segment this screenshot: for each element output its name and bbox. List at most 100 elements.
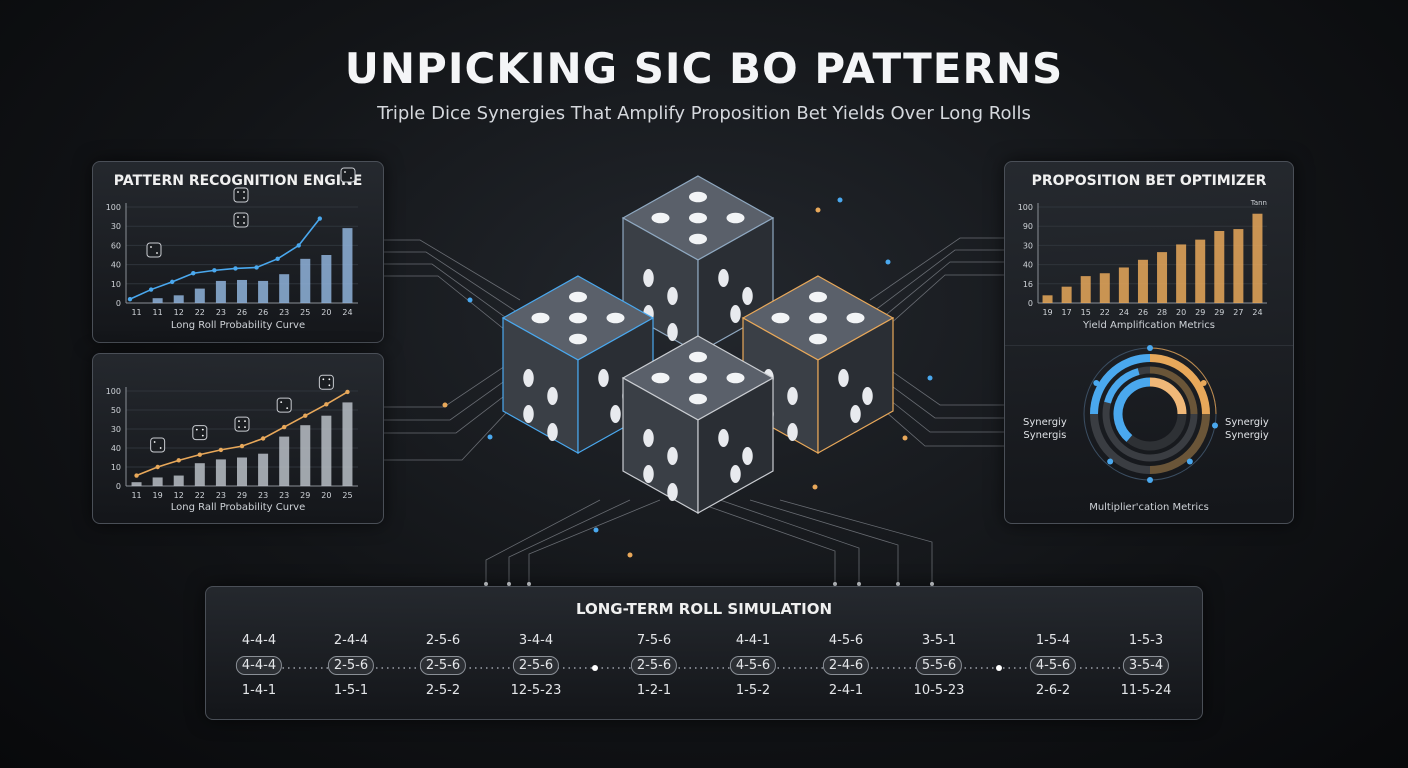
chart-bar [215, 459, 226, 486]
x-tick-label: 17 [1062, 308, 1072, 317]
roll-pill[interactable]: 4-5-6 [729, 656, 777, 675]
ring-segment [1126, 413, 1187, 451]
y-tick-label: 0 [116, 299, 121, 308]
roll-pill[interactable]: 4-4-4 [235, 656, 283, 675]
glow-node [442, 402, 448, 408]
x-tick-label: 28 [1157, 308, 1167, 317]
x-tick-label: 15 [1081, 308, 1091, 317]
chart-bar [342, 228, 353, 303]
dice-marker-icon [276, 397, 292, 413]
roll-top: 1-5-4 [1035, 633, 1071, 648]
die-pip [569, 333, 587, 345]
roll-bottom: 2-5-2 [425, 683, 461, 698]
chart-bar [152, 477, 163, 486]
x-tick-label: 24 [1252, 308, 1262, 317]
die-pip [742, 447, 753, 465]
chart-bar [1042, 295, 1053, 303]
sequence-node [592, 665, 598, 671]
roll-top: 3-5-1 [921, 633, 957, 648]
x-tick-label: 27 [1233, 308, 1243, 317]
roll-top: 1-5-3 [1128, 633, 1164, 648]
glow-node [927, 375, 933, 381]
x-tick-label: 12 [174, 308, 184, 317]
roll-bottom: 11-5-24 [1120, 683, 1172, 698]
roll-pill[interactable]: 2-5-6 [419, 656, 467, 675]
die-pip [689, 351, 707, 363]
glow-node [885, 259, 891, 265]
chart-bar [342, 402, 353, 486]
y-tick-label: 0 [116, 482, 121, 491]
x-tick-label: 25 [342, 491, 352, 500]
chart-bar [1233, 229, 1244, 303]
ring-node [1107, 458, 1114, 465]
y-tick-label: 100 [1018, 203, 1033, 212]
x-tick-label: 22 [195, 308, 205, 317]
connector-node [896, 582, 900, 586]
roll-pill[interactable]: 2-5-6 [327, 656, 375, 675]
die-pip [787, 423, 798, 441]
die-pip [667, 447, 678, 465]
y-tick-label: 10 [111, 463, 121, 472]
chart-bar [1137, 259, 1148, 303]
roll-pill[interactable]: 2-5-6 [630, 656, 678, 675]
die-pip [569, 291, 587, 303]
connector-line [384, 263, 521, 329]
x-tick-label: 29 [1195, 308, 1205, 317]
x-tick-label: 26 [237, 308, 247, 317]
die-pip [643, 269, 654, 287]
glow-node [812, 484, 818, 490]
roll-pill[interactable]: 5-5-6 [915, 656, 963, 675]
chart-bar [152, 298, 163, 303]
die-pip [809, 291, 827, 303]
y-tick-label: 16 [1023, 280, 1033, 289]
die-pip [771, 312, 790, 324]
die-bottom-icon [621, 335, 775, 515]
chart-bar [194, 288, 205, 303]
die-pip [651, 212, 670, 224]
chart-bar [237, 279, 247, 303]
roll-pill[interactable]: 2-5-6 [512, 656, 560, 675]
roll-pill[interactable]: 2-4-6 [822, 656, 870, 675]
roll-top: 2-5-6 [425, 633, 461, 648]
chart-caption: Long Rall Probability Curve [170, 502, 306, 513]
connector-line [869, 274, 1004, 343]
die-pip [606, 312, 625, 324]
chart-bar [279, 436, 290, 486]
die-pip [547, 423, 558, 441]
die-pip [610, 405, 621, 423]
series-line [129, 218, 321, 300]
dice-marker-icon [233, 187, 249, 203]
proposition-optimizer-panel: PROPOSITION BET OPTIMIZER 0 16 40 30 90 100 19… [1004, 161, 1294, 524]
yield-chart: 0 16 40 30 90 100 19 17 15 22 24 26 28 20 29 29 27 24 Tann [1018, 199, 1267, 317]
ring-caption: Multiplier'cation Metrics [1089, 502, 1209, 513]
chart-bar [1195, 239, 1206, 303]
chart-bar [321, 415, 332, 486]
roll-pill[interactable]: 4-5-6 [1029, 656, 1077, 675]
connector-line [869, 261, 1004, 329]
roll-simulation-panel: LONG-TERM ROLL SIMULATION 4-4-4 4-4-4 1-4-… [205, 586, 1203, 720]
roll-pill[interactable]: 3-5-4 [1122, 656, 1170, 675]
chart-bar [173, 475, 184, 486]
connector-node [930, 582, 934, 586]
die-pip [531, 312, 550, 324]
die-pip [689, 212, 707, 224]
connector-node [507, 582, 511, 586]
roll-bottom: 2-6-2 [1035, 683, 1071, 698]
die-pip [667, 323, 678, 341]
x-tick-label: 19 [153, 491, 163, 500]
connector-line [384, 369, 521, 421]
die-pip [730, 305, 741, 323]
line-point [176, 458, 181, 463]
ring-node [1147, 477, 1153, 483]
line-point [324, 402, 329, 407]
probability-chart: 0 10 40 60 30 100 11 11 12 22 23 26 26 23 25 20 24 [106, 167, 358, 317]
y-tick-label: 40 [1023, 261, 1033, 270]
glow-node [593, 527, 599, 533]
y-tick-label: 60 [111, 241, 121, 250]
ring-segment [1113, 377, 1151, 442]
die-pip [547, 387, 558, 405]
x-tick-label: 23 [216, 491, 226, 500]
x-tick-label: 23 [216, 308, 226, 317]
y-tick-label: 40 [111, 261, 121, 270]
